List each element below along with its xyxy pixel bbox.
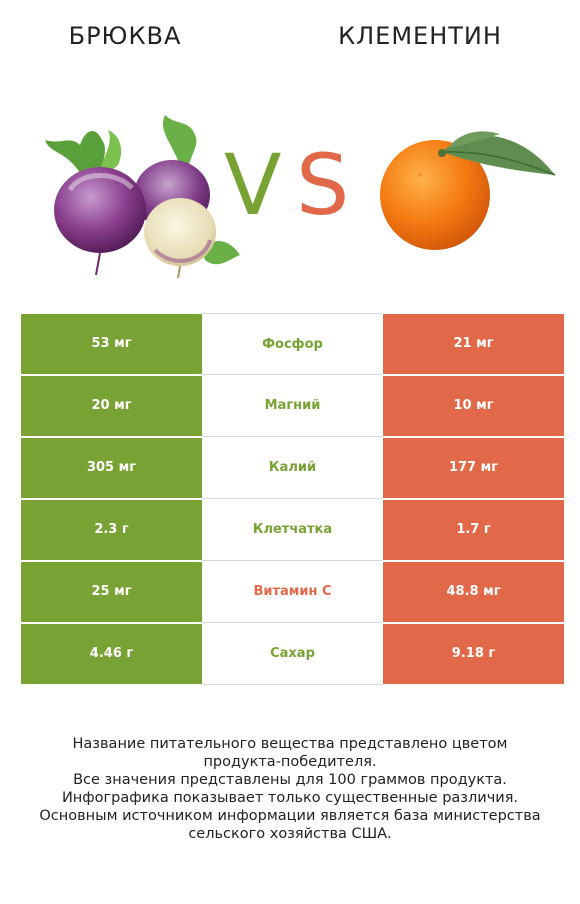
footer-line: продукта-победителя. [203, 754, 377, 770]
right-value: 48.8 мг [383, 560, 564, 624]
table-row: 53 мг Фосфор 21 мг [21, 313, 564, 376]
clementine-icon [380, 131, 556, 250]
right-value: 10 мг [383, 374, 564, 438]
vs-v-letter: V [224, 136, 282, 234]
left-value: 20 мг [21, 374, 202, 438]
nutrient-comparison-table: 53 мг Фосфор 21 мг 20 мг Магний 10 мг 30… [21, 313, 564, 686]
table-row: 4.46 г Сахар 9.18 г [21, 622, 564, 686]
right-value: 1.7 г [383, 498, 564, 562]
nutrient-name: Фосфор [202, 313, 383, 375]
right-value: 177 мг [383, 436, 564, 500]
footer-notes: Название питательного вещества представл… [0, 735, 580, 843]
left-value: 2.3 г [21, 498, 202, 562]
left-value: 25 мг [21, 560, 202, 624]
left-value: 53 мг [21, 313, 202, 376]
versus-label: V S [224, 140, 364, 230]
table-row: 20 мг Магний 10 мг [21, 374, 564, 438]
left-value: 4.46 г [21, 622, 202, 686]
footer-line: сельского хозяйства США. [188, 826, 392, 842]
vs-s-letter: S [296, 136, 350, 234]
footer-line: Все значения представлены для 100 граммо… [73, 772, 507, 788]
footer-line: Название питательного вещества представл… [72, 736, 508, 752]
table-row: 305 мг Калий 177 мг [21, 436, 564, 500]
rutabaga-icon [45, 115, 240, 279]
table-row: 25 мг Витамин C 48.8 мг [21, 560, 564, 624]
left-value: 305 мг [21, 436, 202, 500]
nutrient-name: Клетчатка [202, 498, 383, 561]
footer-line: Инфографика показывает только существенн… [61, 790, 519, 806]
nutrient-name: Калий [202, 436, 383, 499]
right-value: 9.18 г [383, 622, 564, 686]
nutrient-name: Магний [202, 374, 383, 437]
table-row: 2.3 г Клетчатка 1.7 г [21, 498, 564, 562]
nutrient-name: Сахар [202, 622, 383, 685]
right-value: 21 мг [383, 313, 564, 376]
nutrient-name: Витамин C [202, 560, 383, 623]
footer-line: Основным источником информации является … [39, 808, 541, 824]
left-product-title: БРЮКВА [68, 22, 182, 50]
right-product-title: КЛЕМЕНТИН [338, 22, 502, 50]
